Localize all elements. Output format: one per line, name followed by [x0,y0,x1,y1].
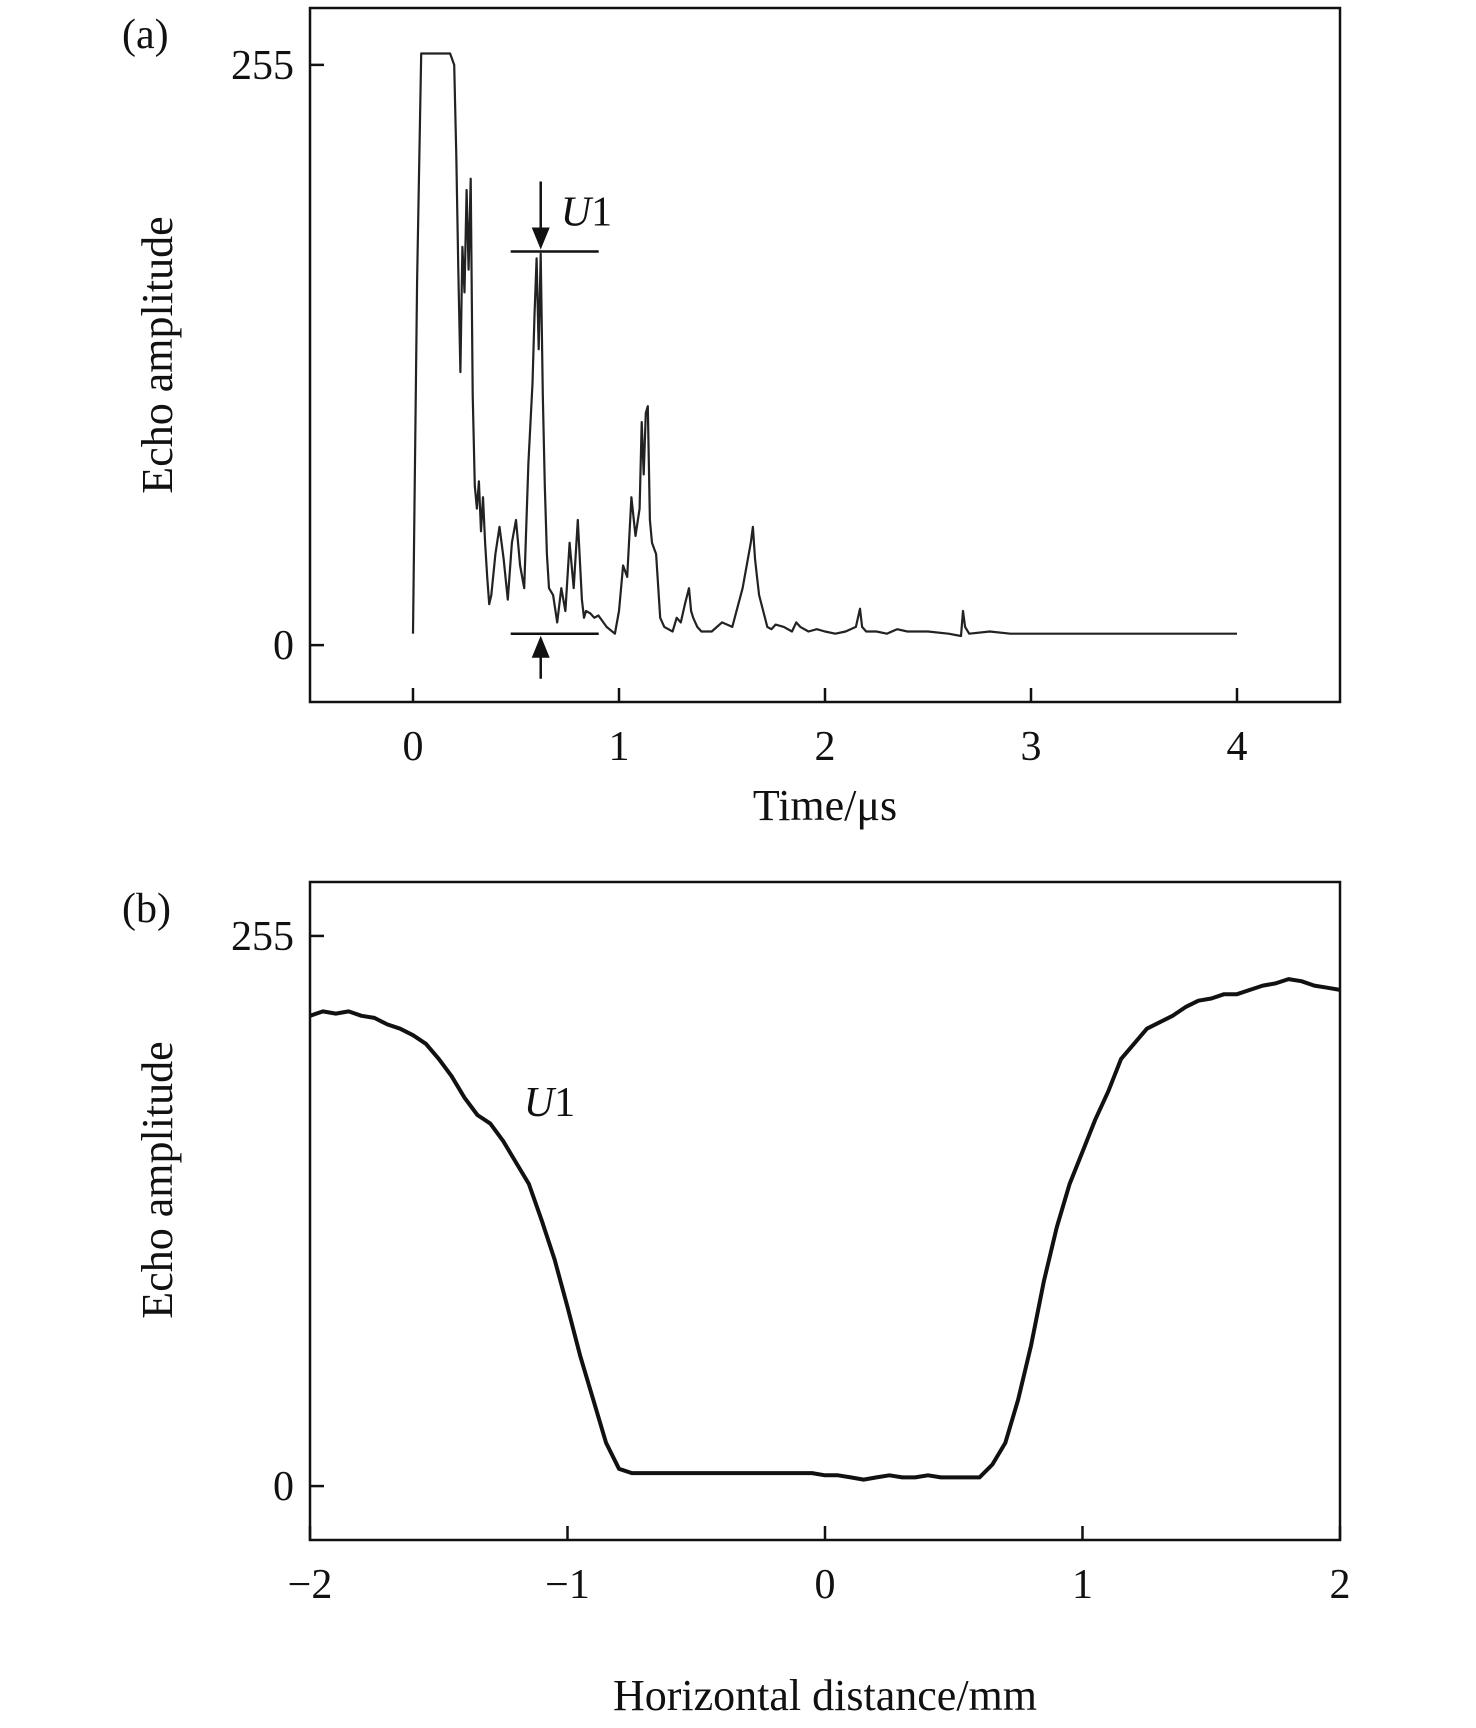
series-line-a [411,52,1237,638]
annotation-label-rest-b: 1 [554,1080,575,1126]
panel-label-b: (b) [122,886,171,932]
plot-frame-b [308,880,1342,1542]
x-tick-label: −1 [545,1562,590,1608]
annotation-up-arrow-head [531,635,550,658]
annotation-label-b: U1 [524,1080,575,1126]
x-tick-label: 0 [815,1562,836,1608]
annotation-down-arrow-head [531,227,550,250]
annotation-label-rest: 1 [591,189,612,235]
annotation-label-italic-b: U [524,1080,557,1126]
annotation-label-a: U1 [561,189,612,235]
x-tick-label: 4 [1227,724,1248,770]
y-tick-label: 255 [231,43,294,89]
x-tick-label: 3 [1021,724,1042,770]
x-ticks-b: −2 −1 0 1 2 [288,1526,1351,1608]
annotation-label-italic: U [561,189,594,235]
x-tick-label: 2 [815,724,836,770]
plot-frame-a [308,6,1342,704]
series-line-b [309,977,1341,1482]
x-ticks-a: 0 1 2 3 4 [403,688,1248,770]
panel-label-a: (a) [122,12,169,58]
annotation-u1-a: U1 [510,181,612,679]
x-axis-label-a: Time/μs [753,781,897,830]
y-tick-label: 0 [273,623,294,669]
x-axis-label-b: Horizontal distance/mm [613,1671,1037,1720]
x-tick-label: 2 [1330,1562,1351,1608]
x-tick-label: 1 [1072,1562,1093,1608]
y-ticks-a: 0 255 [231,43,324,669]
y-tick-label: 0 [273,1464,294,1510]
y-axis-label-b: Echo amplitude [133,1041,182,1318]
x-tick-label: 0 [403,724,424,770]
x-tick-label: −2 [288,1562,333,1608]
y-tick-label: 255 [231,914,294,960]
y-ticks-b: 0 255 [231,914,324,1510]
y-axis-label-a: Echo amplitude [133,216,182,493]
x-tick-label: 1 [609,724,630,770]
